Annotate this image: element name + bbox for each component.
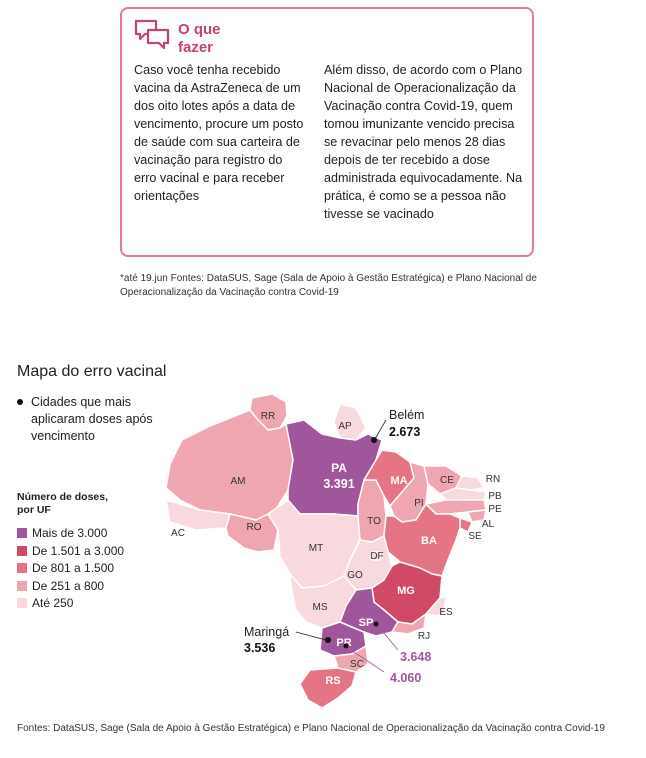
legend-swatch (17, 545, 27, 556)
sources: Fontes: DataSUS, Sage (Sala de Apoio à G… (17, 723, 605, 734)
state-ro (225, 513, 279, 553)
cities-legend-text: Cidades que mais aplicaram doses após ve… (31, 395, 153, 443)
city-marker-maringa (325, 637, 331, 643)
state-rs (299, 667, 357, 709)
label-pa: PA (331, 461, 347, 475)
label-sc: SC (350, 659, 364, 670)
legend-swatch (17, 563, 27, 573)
label-mt: MT (309, 543, 323, 554)
box-left-text: Caso você tenha recebido vacina da Astra… (134, 63, 304, 203)
label-ro: RO (247, 522, 262, 533)
city-maringa-value: 3.536 (244, 641, 275, 655)
label-rr: RR (261, 411, 275, 422)
legend-item: De 1.501 a 3.000 (17, 543, 157, 561)
legend-label: Mais de 3.000 (32, 526, 108, 540)
city-dot-icon (17, 399, 23, 405)
label-to: TO (367, 516, 381, 527)
footnote: *até 19.jun Fontes: DataSUS, Sage (Sala … (120, 273, 537, 298)
label-mg: MG (397, 585, 415, 597)
city-maringa-name: Maringá (244, 625, 289, 639)
label-es: ES (439, 607, 453, 618)
legend-swatch (17, 598, 27, 608)
legend-label: De 1.501 a 3.000 (32, 543, 125, 558)
what-to-do-box: O que fazer Caso você tenha recebido vac… (120, 7, 534, 257)
label-rn: RN (486, 474, 500, 485)
state-rj (391, 613, 427, 635)
city-sp-value: 3.648 (400, 650, 431, 664)
label-rj: RJ (418, 631, 430, 642)
label-am: AM (231, 476, 246, 487)
map-title: Mapa do erro vacinal (17, 363, 167, 380)
legend-item: Até 250 (17, 595, 157, 613)
state-es (425, 595, 447, 617)
legend-label: De 251 a 800 (32, 578, 105, 593)
label-rs: RS (325, 675, 340, 687)
label-ms: MS (313, 602, 328, 613)
city-belem-value: 2.673 (389, 425, 420, 439)
label-al: AL (482, 519, 495, 530)
state-df (371, 551, 381, 561)
city-belem-name: Belém (389, 408, 424, 422)
legend-swatch (17, 528, 27, 538)
label-ap: AP (338, 421, 352, 432)
city-pr-value: 4.060 (390, 671, 421, 685)
label-sp: SP (359, 617, 374, 629)
label-pb: PB (488, 491, 502, 502)
box-right-text: Além disso, de acordo com o Plano Nacion… (324, 63, 523, 221)
speech-bubbles-icon (134, 19, 170, 49)
label-pi: PI (414, 498, 423, 509)
label-ac: AC (171, 528, 185, 539)
label-go: GO (347, 570, 363, 581)
label-ce: CE (440, 475, 454, 486)
legend-item: De 251 a 800 (17, 578, 157, 596)
label-pa-value: 3.391 (323, 477, 354, 491)
legend-item: De 801 a 1.500 (17, 560, 157, 578)
legend-title: Número de doses, por UF (17, 491, 109, 516)
state-se (459, 517, 473, 533)
label-ma: MA (390, 475, 407, 487)
city-marker-pr (343, 643, 349, 649)
box-title: O que fazer (178, 21, 221, 56)
city-marker-sp (373, 621, 379, 627)
color-legend: Mais de 3.000 De 1.501 a 3.000 De 801 a … (17, 525, 157, 613)
state-rn (455, 475, 485, 491)
legend-item: Mais de 3.000 (17, 525, 157, 543)
city-marker-belem (371, 437, 377, 443)
label-se: SE (468, 531, 482, 542)
label-ba: BA (421, 535, 437, 547)
legend-label: De 801 a 1.500 (32, 561, 115, 575)
legend-label: Até 250 (32, 596, 74, 610)
state-al (467, 509, 487, 523)
legend-swatch (17, 580, 27, 591)
label-df: DF (370, 551, 383, 562)
label-pe: PE (488, 504, 502, 515)
